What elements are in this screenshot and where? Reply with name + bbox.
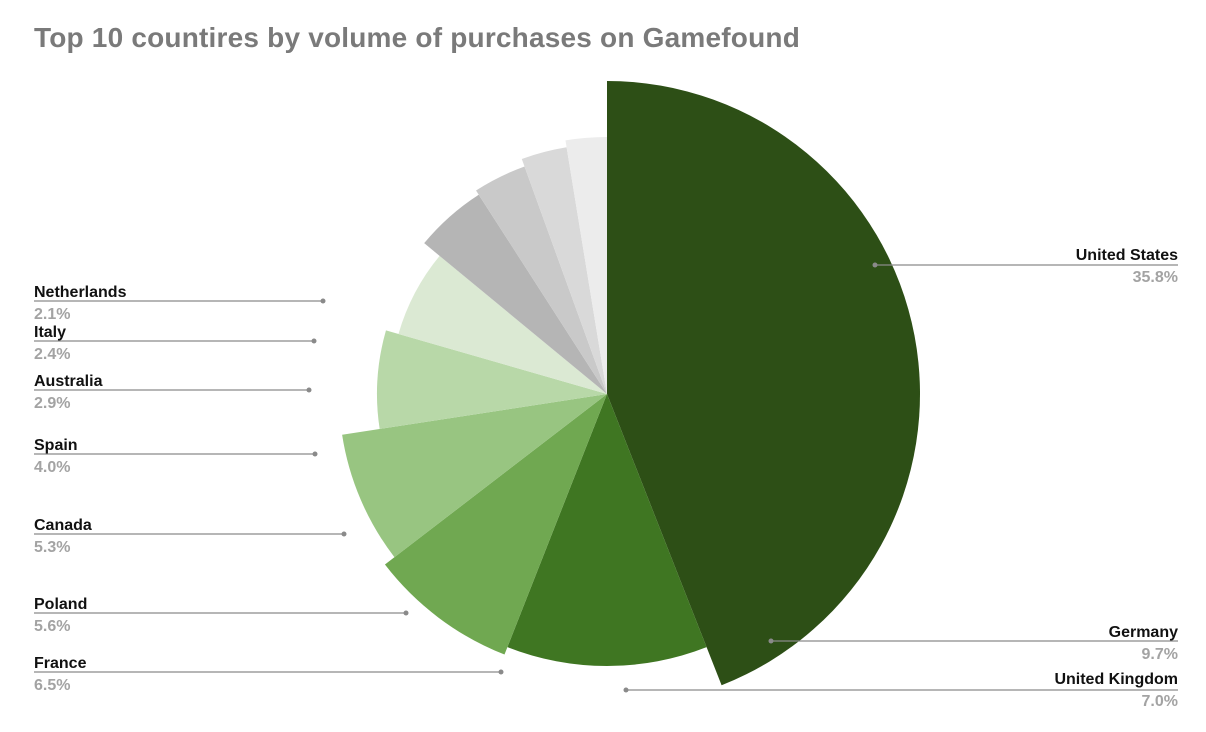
chart-title: Top 10 countires by volume of purchases … — [34, 22, 801, 53]
slice-label: Italy — [34, 324, 66, 341]
slice-value-label: 9.7% — [1142, 646, 1178, 663]
slice-label: Netherlands — [34, 284, 127, 301]
slice-label: Poland — [34, 596, 87, 613]
leader-dot — [341, 531, 347, 537]
slice-label: Spain — [34, 437, 78, 454]
leader-dot — [311, 338, 317, 344]
leader-dot — [872, 262, 878, 268]
slice-label: United States — [1076, 247, 1178, 264]
slice-value-label: 2.4% — [34, 346, 70, 363]
pie-slice-united-states — [607, 81, 921, 686]
leader-dot — [498, 669, 504, 675]
slice-value-label: 7.0% — [1142, 693, 1178, 710]
leader-dot — [623, 687, 629, 693]
pie-slices — [342, 81, 921, 686]
slice-value-label: 6.5% — [34, 677, 70, 694]
leader-dot — [403, 610, 409, 616]
slice-label: United Kingdom — [1054, 671, 1178, 688]
pie-slice-netherlands — [565, 137, 607, 394]
leader-dot — [306, 387, 312, 393]
pie-slice-poland — [376, 330, 607, 429]
leader-lines — [34, 262, 1178, 693]
pie-slice-australia — [476, 166, 607, 394]
leader-dot — [320, 298, 326, 304]
leader-dot — [312, 451, 318, 457]
pie-slice-spain — [424, 194, 607, 394]
pie-slice-germany — [507, 394, 707, 667]
pie-slice-united-kingdom — [384, 394, 607, 655]
slice-label: France — [34, 655, 87, 672]
pie-slice-canada — [398, 255, 607, 394]
slice-label: Canada — [34, 517, 92, 534]
slice-value-label: 5.3% — [34, 539, 70, 556]
slice-value-label: 2.1% — [34, 306, 70, 323]
slice-value-label: 4.0% — [34, 459, 70, 476]
leader-dot — [768, 638, 774, 644]
pie-slice-france — [342, 394, 607, 558]
slice-label: Australia — [34, 373, 103, 390]
slice-value-label: 2.9% — [34, 395, 70, 412]
slice-label: Germany — [1109, 624, 1178, 641]
slice-value-label: 35.8% — [1133, 269, 1178, 286]
slice-value-label: 5.6% — [34, 618, 70, 635]
pie-slice-italy — [521, 147, 607, 394]
slice-labels: United States 35.8% Germany 9.7% United King… — [34, 247, 1178, 710]
